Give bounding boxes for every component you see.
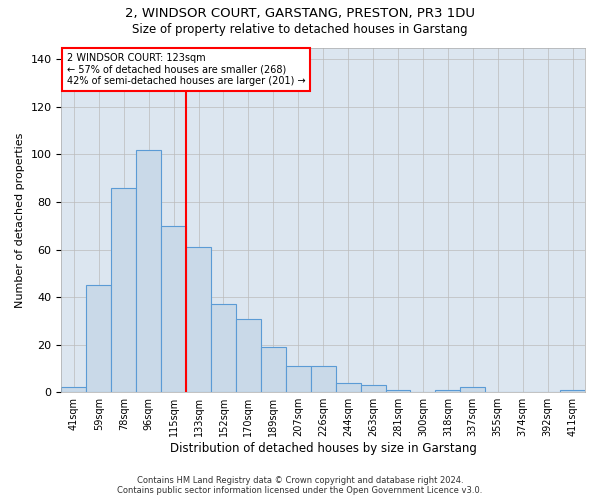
Bar [335,382,361,392]
Text: 2, WINDSOR COURT, GARSTANG, PRESTON, PR3 1DU: 2, WINDSOR COURT, GARSTANG, PRESTON, PR3… [125,8,475,20]
Bar [386,390,410,392]
Bar [86,285,111,392]
Bar [560,390,585,392]
Bar [460,388,485,392]
Y-axis label: Number of detached properties: Number of detached properties [15,132,25,308]
Bar [311,366,335,392]
Bar [361,385,386,392]
Bar [236,318,261,392]
Bar [186,247,211,392]
Bar [161,226,186,392]
Text: 2 WINDSOR COURT: 123sqm
← 57% of detached houses are smaller (268)
42% of semi-d: 2 WINDSOR COURT: 123sqm ← 57% of detache… [67,52,305,86]
Bar [136,150,161,392]
Bar [111,188,136,392]
Text: Contains HM Land Registry data © Crown copyright and database right 2024.
Contai: Contains HM Land Registry data © Crown c… [118,476,482,495]
Bar [61,388,86,392]
Bar [286,366,311,392]
X-axis label: Distribution of detached houses by size in Garstang: Distribution of detached houses by size … [170,442,476,455]
Bar [211,304,236,392]
Text: Size of property relative to detached houses in Garstang: Size of property relative to detached ho… [132,22,468,36]
Bar [261,347,286,392]
Bar [436,390,460,392]
